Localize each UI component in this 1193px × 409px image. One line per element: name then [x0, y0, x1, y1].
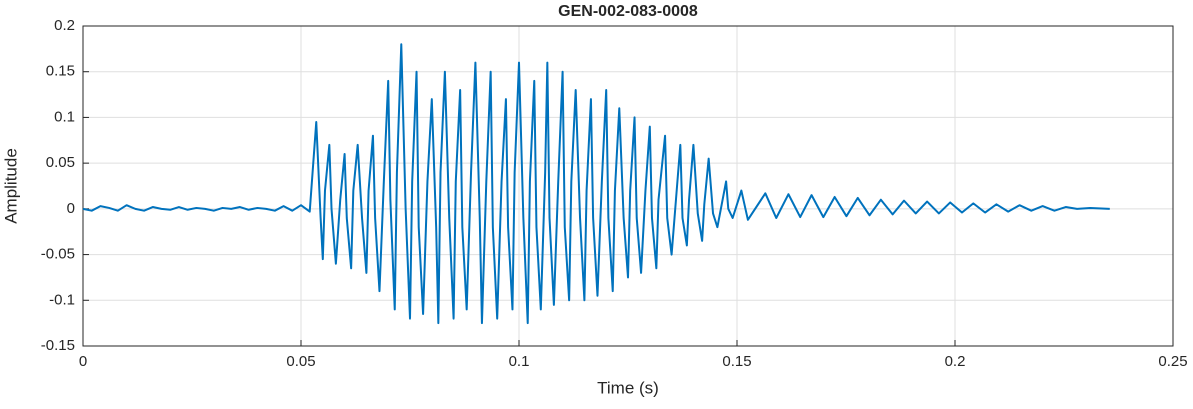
x-tick-label: 0 — [79, 353, 87, 370]
x-axis-label: Time (s) — [597, 378, 659, 397]
y-tick-label: 0.15 — [46, 63, 75, 80]
y-tick-label: 0.1 — [54, 108, 75, 125]
x-tick-label: 0.15 — [722, 353, 751, 370]
y-tick-label: -0.05 — [41, 246, 75, 263]
y-tick-label: -0.1 — [49, 291, 75, 308]
y-tick-label: -0.15 — [41, 337, 75, 354]
x-tick-label: 0.25 — [1158, 353, 1187, 370]
y-tick-label: 0.2 — [54, 17, 75, 34]
x-tick-label: 0.05 — [286, 353, 315, 370]
x-tick-label: 0.2 — [945, 353, 966, 370]
axes-box — [82, 25, 1174, 347]
chart-title: GEN-002-083-0008 — [558, 3, 698, 20]
signal-line — [82, 43, 1110, 325]
y-tick-label: 0.05 — [46, 154, 75, 171]
plot-area — [83, 26, 1173, 346]
y-tick-label: 0 — [67, 200, 75, 217]
x-tick-label: 0.1 — [509, 353, 530, 370]
y-axis-label: Amplitude — [1, 148, 20, 224]
